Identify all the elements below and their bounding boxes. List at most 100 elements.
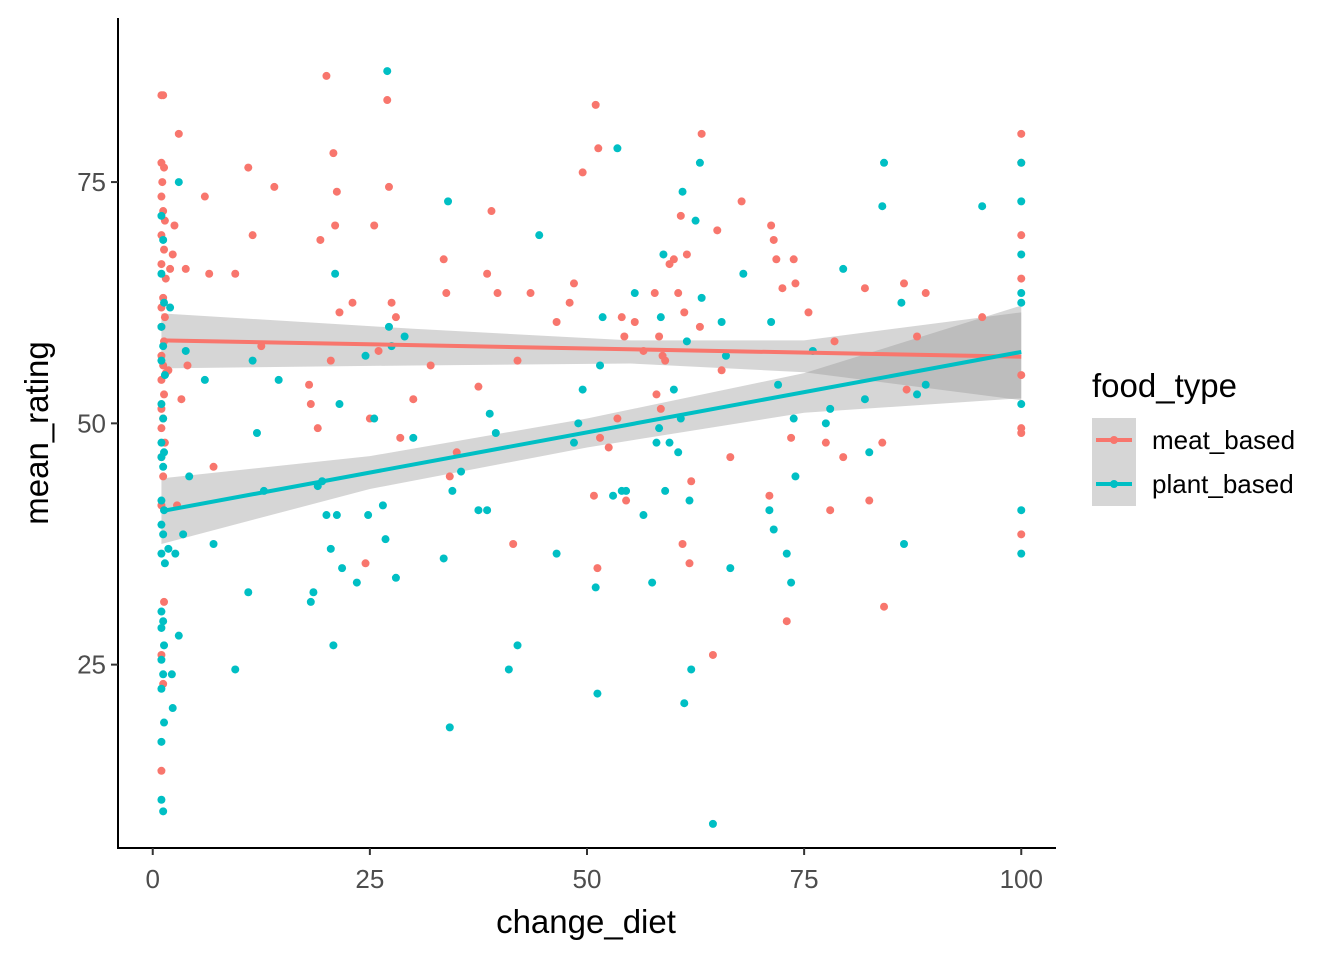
point-plant-based <box>322 511 331 520</box>
point-meat-based <box>205 269 214 278</box>
point-meat-based <box>604 443 613 452</box>
point-meat-based <box>200 192 209 201</box>
point-plant-based <box>439 554 448 563</box>
point-meat-based <box>396 433 405 442</box>
point-meat-based <box>509 539 518 548</box>
point-meat-based <box>865 496 874 505</box>
point-plant-based <box>248 356 257 365</box>
regression-lines <box>161 338 1022 514</box>
point-plant-based <box>504 665 513 674</box>
point-meat-based <box>593 564 602 573</box>
x-axis-ticks: 0 25 50 75 100 <box>146 848 1043 894</box>
point-plant-based <box>448 486 457 495</box>
point-plant-based <box>1017 250 1026 259</box>
point-meat-based <box>902 385 911 394</box>
point-meat-based <box>391 313 400 322</box>
point-plant-based <box>739 269 748 278</box>
point-plant-based <box>680 699 689 708</box>
point-plant-based <box>900 539 909 548</box>
point-plant-based <box>157 269 166 278</box>
point-plant-based <box>787 578 796 587</box>
point-plant-based <box>765 506 774 515</box>
point-plant-based <box>1017 289 1026 298</box>
point-meat-based <box>160 597 169 606</box>
point-meat-based <box>384 182 393 191</box>
point-plant-based <box>364 511 373 520</box>
point-plant-based <box>159 342 168 351</box>
point-plant-based <box>159 807 168 816</box>
point-meat-based <box>329 149 338 158</box>
point-meat-based <box>713 226 722 235</box>
point-plant-based <box>331 269 340 278</box>
point-plant-based <box>685 496 694 505</box>
legend-label-meat-based: meat_based <box>1152 425 1295 455</box>
legend-label-plant-based: plant_based <box>1152 469 1294 499</box>
x-tick-label: 75 <box>790 864 819 894</box>
point-plant-based <box>678 187 687 196</box>
point-meat-based <box>170 221 179 230</box>
point-meat-based <box>331 221 340 230</box>
point-meat-based <box>183 361 192 370</box>
point-plant-based <box>913 390 922 399</box>
legend: food_type meat_based plant_based <box>1092 367 1295 506</box>
point-meat-based <box>248 231 257 240</box>
point-plant-based <box>691 216 700 225</box>
point-plant-based <box>593 689 602 698</box>
point-meat-based <box>474 382 483 391</box>
point-meat-based <box>313 424 322 433</box>
point-meat-based <box>613 414 622 423</box>
point-meat-based <box>332 187 341 196</box>
point-meat-based <box>650 289 659 298</box>
point-plant-based <box>598 313 607 322</box>
point-plant-based <box>655 424 664 433</box>
point-plant-based <box>157 453 166 462</box>
point-meat-based <box>387 298 396 307</box>
point-plant-based <box>652 438 661 447</box>
point-meat-based <box>913 332 922 341</box>
regression-line-meat-based <box>161 338 1022 359</box>
point-plant-based <box>274 375 283 384</box>
point-plant-based <box>409 433 418 442</box>
point-plant-based <box>1017 400 1026 409</box>
point-plant-based <box>978 202 987 211</box>
point-plant-based <box>457 467 466 476</box>
point-plant-based <box>160 641 169 650</box>
point-meat-based <box>361 559 370 568</box>
point-plant-based <box>338 564 347 573</box>
point-plant-based <box>878 202 887 211</box>
point-plant-based <box>865 448 874 457</box>
confidence-band-meat-based <box>161 312 1022 401</box>
point-plant-based <box>821 419 830 428</box>
point-meat-based <box>830 337 839 346</box>
point-meat-based <box>685 559 694 568</box>
point-plant-based <box>157 549 166 558</box>
legend-key-point-meat-based <box>1110 436 1118 444</box>
point-plant-based <box>474 506 483 515</box>
point-meat-based <box>826 506 835 515</box>
x-tick-label: 100 <box>1000 864 1043 894</box>
point-plant-based <box>697 293 706 302</box>
point-plant-based <box>1017 549 1026 558</box>
point-plant-based <box>726 564 735 573</box>
point-meat-based <box>767 221 776 230</box>
point-meat-based <box>682 250 691 259</box>
point-meat-based <box>655 332 664 341</box>
point-plant-based <box>167 670 176 679</box>
point-meat-based <box>426 361 435 370</box>
point-plant-based <box>157 322 166 331</box>
point-plant-based <box>383 67 392 76</box>
point-meat-based <box>335 308 344 317</box>
point-plant-based <box>157 211 166 220</box>
x-axis-title: change_diet <box>496 903 676 940</box>
point-plant-based <box>769 525 778 534</box>
point-plant-based <box>574 419 583 428</box>
y-axis-ticks: 25 50 75 <box>77 167 118 680</box>
point-meat-based <box>326 356 335 365</box>
point-meat-based <box>157 424 166 433</box>
point-plant-based <box>200 375 209 384</box>
point-meat-based <box>622 496 631 505</box>
point-meat-based <box>159 91 168 100</box>
point-meat-based <box>620 332 629 341</box>
point-meat-based <box>778 284 787 293</box>
point-plant-based <box>591 583 600 592</box>
